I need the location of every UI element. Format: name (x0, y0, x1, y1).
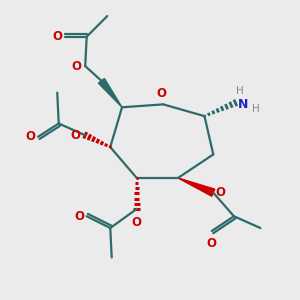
Text: O: O (216, 186, 226, 199)
Text: O: O (74, 210, 84, 223)
Text: O: O (26, 130, 36, 143)
Polygon shape (178, 178, 215, 196)
Text: O: O (207, 238, 217, 250)
Text: O: O (71, 60, 81, 73)
Text: O: O (157, 87, 167, 100)
Text: H: H (236, 86, 244, 96)
Text: O: O (52, 30, 62, 43)
Text: N: N (238, 98, 248, 111)
Text: O: O (71, 129, 81, 142)
Text: O: O (132, 216, 142, 229)
Text: H: H (252, 104, 259, 114)
Polygon shape (98, 79, 122, 107)
